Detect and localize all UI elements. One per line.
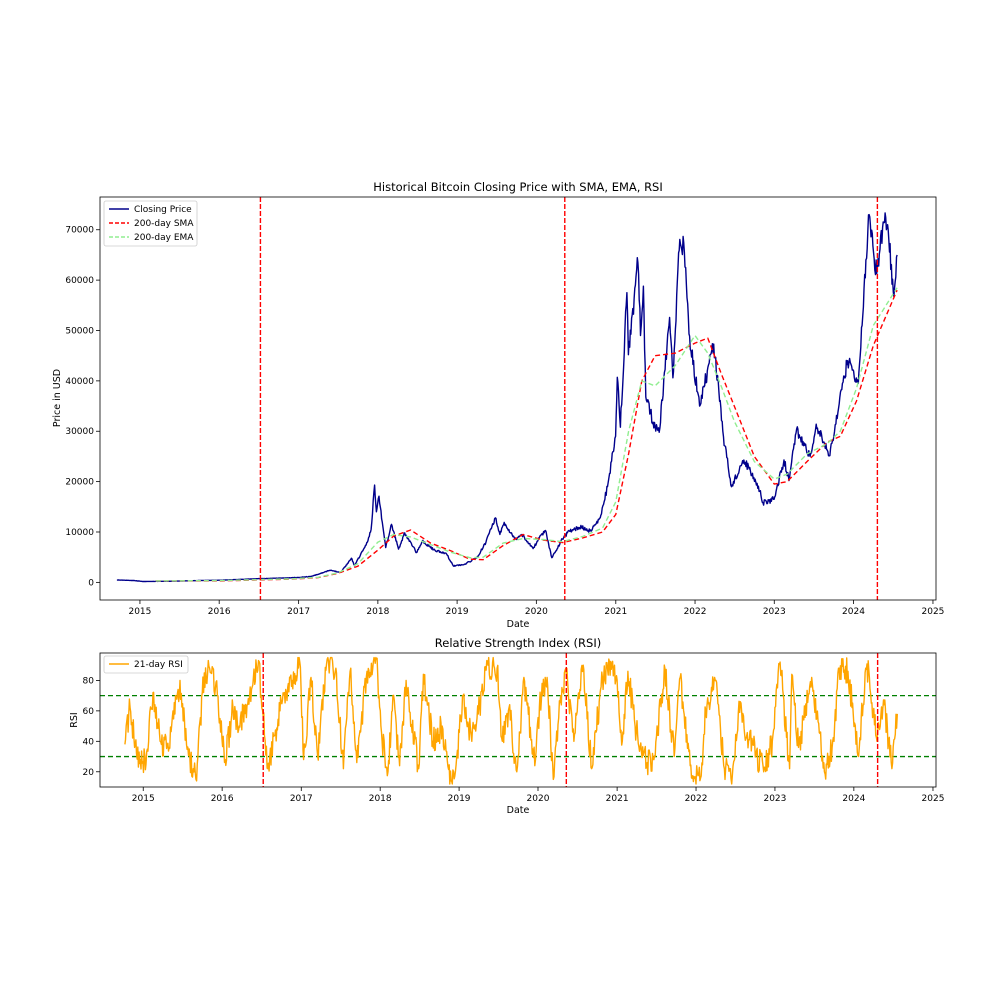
price-panel: Historical Bitcoin Closing Price with SM… [52,180,944,630]
rsi-x-tick-label: 2015 [132,794,155,804]
legend-closing-price-label: Closing Price [134,205,192,215]
price-x-tick-label: 2017 [287,607,310,617]
price-series-200-day-ema [155,287,898,582]
price-plot-frame [99,196,937,601]
legend-sma-label: 200-day SMA [134,219,194,229]
price-series-closing-price [116,212,898,583]
price-y-axis-label: Price in USD [52,369,63,427]
price-y-tick-label: 60000 [65,276,94,286]
rsi-plot-frame [99,652,937,788]
rsi-panel: Relative Strength Index (RSI) 2015 2016 20… [69,636,944,816]
rsi-legend: 21-day RSI [103,655,189,674]
price-x-tick-label: 2021 [604,607,627,617]
price-x-axis-label: Date [507,619,530,630]
rsi-x-tick-label: 2022 [685,794,708,804]
rsi-x-tick-label: 2018 [369,794,392,804]
price-x-tick-label: 2015 [128,607,151,617]
price-x-tick-label: 2024 [842,607,865,617]
rsi-chart-title: Relative Strength Index (RSI) [435,636,601,650]
legend-rsi-label: 21-day RSI [134,660,183,670]
price-x-tick-label: 2016 [208,607,231,617]
rsi-x-tick-label: 2023 [763,794,786,804]
rsi-legend-box [103,655,189,674]
price-legend: Closing Price 200-day SMA 200-day EMA [103,200,198,247]
rsi-axes: 2015 2016 2017 2018 2019 2020 2021 2022 2023 2024… [83,676,945,804]
price-series-200-day-sma [155,289,898,582]
price-y-tick-label: 0 [88,578,94,588]
price-x-tick-label: 2019 [446,607,469,617]
price-x-tick-label: 2025 [922,607,945,617]
rsi-y-tick-label: 80 [83,676,95,686]
rsi-y-tick-label: 60 [83,707,95,717]
price-y-tick-label: 40000 [65,377,94,387]
rsi-series-21-day-rsi [124,656,898,785]
rsi-x-tick-label: 2025 [922,794,945,804]
rsi-y-tick-label: 40 [83,737,95,747]
rsi-x-axis-label: Date [507,805,530,816]
price-y-tick-label: 10000 [65,528,94,538]
rsi-y-tick-label: 20 [83,768,95,778]
price-y-tick-label: 20000 [65,478,94,488]
rsi-x-tick-label: 2019 [448,794,471,804]
rsi-x-tick-label: 2021 [606,794,629,804]
price-x-tick-label: 2018 [366,607,389,617]
price-legend-box [103,200,198,247]
rsi-x-tick-label: 2016 [211,794,234,804]
rsi-x-tick-label: 2024 [842,794,865,804]
price-x-tick-label: 2020 [525,607,548,617]
price-y-tick-label: 30000 [65,427,94,437]
price-y-tick-label: 70000 [65,226,94,236]
price-x-tick-label: 2023 [763,607,786,617]
rsi-x-tick-label: 2020 [527,794,550,804]
price-axes: 2015 2016 2017 2018 2019 2020 2021 2022 2023 2024… [65,226,944,617]
price-chart-title: Historical Bitcoin Closing Price with SM… [373,180,663,194]
price-y-tick-label: 50000 [65,326,94,336]
rsi-x-tick-label: 2017 [290,794,313,804]
legend-ema-label: 200-day EMA [134,233,194,243]
price-x-tick-label: 2022 [684,607,707,617]
rsi-plot-area [100,653,936,787]
price-plot-area [116,197,898,600]
rsi-y-axis-label: RSI [69,712,80,727]
